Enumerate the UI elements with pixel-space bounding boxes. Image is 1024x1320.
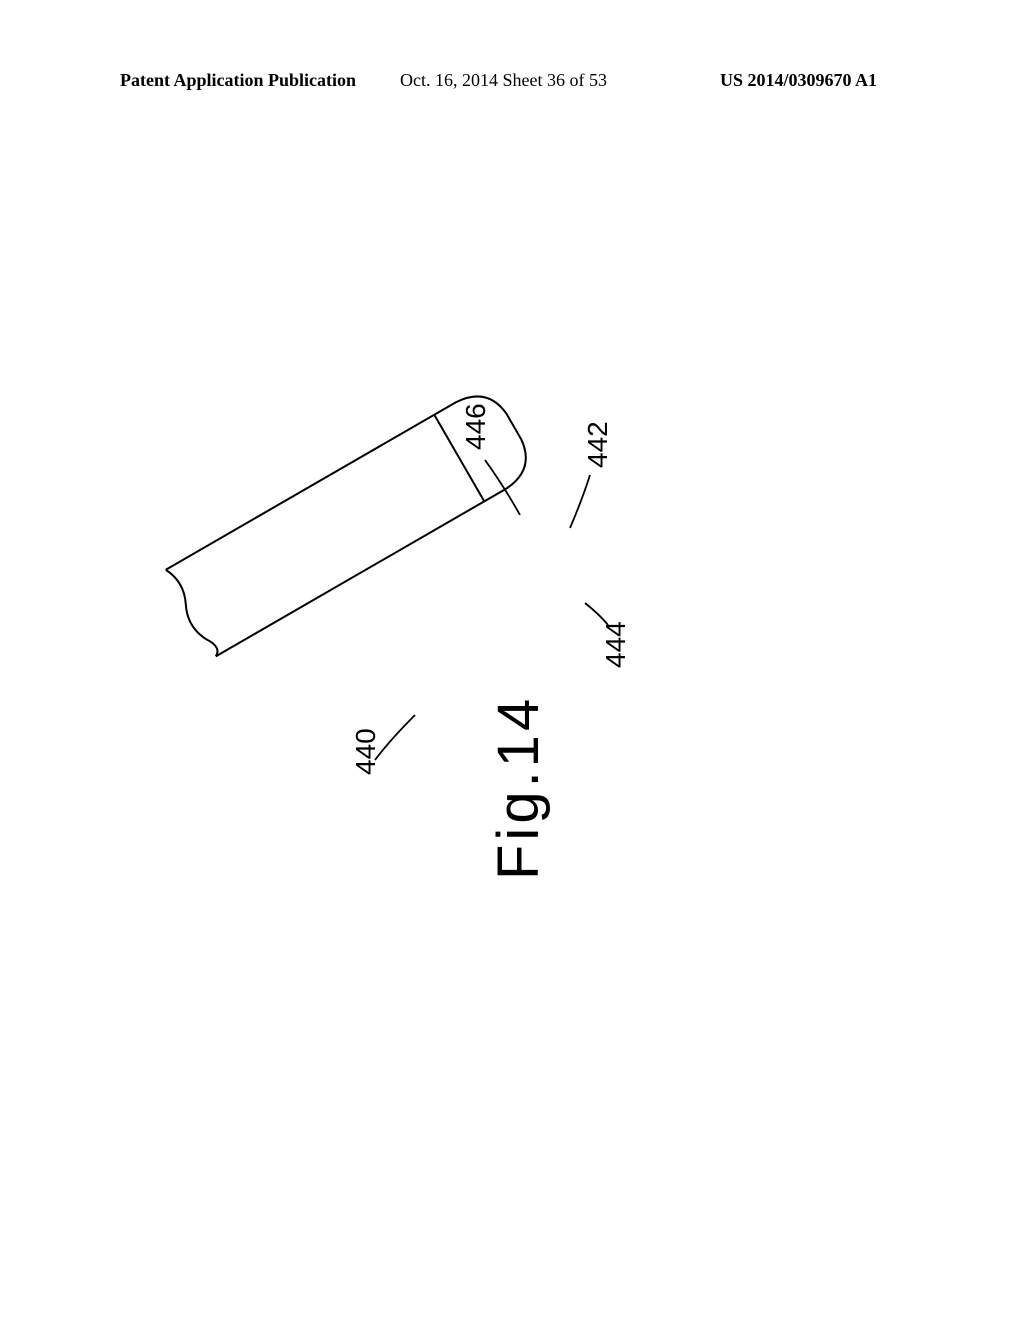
header-pub-number: US 2014/0309670 A1	[720, 70, 877, 91]
patent-page: Patent Application Publication Oct. 16, …	[0, 0, 1024, 1320]
header-date-sheet: Oct. 16, 2014 Sheet 36 of 53	[400, 70, 607, 91]
header-publication: Patent Application Publication	[120, 70, 356, 91]
ref-446: 446	[460, 403, 492, 450]
ref-440: 440	[350, 728, 382, 775]
figure-caption: Fig.14	[485, 695, 552, 880]
figure-14: 440 446 442 444 Fig.14	[260, 420, 780, 920]
ref-444: 444	[600, 621, 632, 668]
ref-442: 442	[582, 421, 614, 468]
